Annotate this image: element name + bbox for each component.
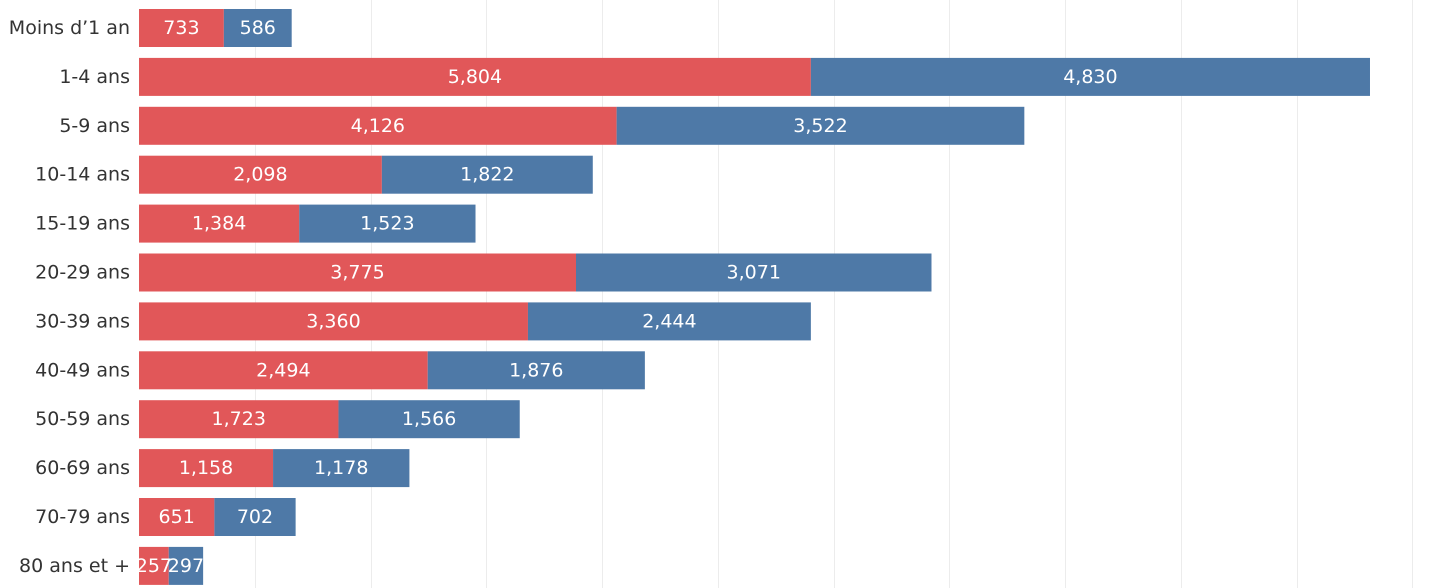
category-label: 50-59 ans <box>35 408 130 430</box>
data-label: 1,178 <box>314 457 368 479</box>
category-label: 40-49 ans <box>35 359 130 381</box>
bar-segment-series-1 <box>139 546 169 585</box>
category-label: 5-9 ans <box>59 115 130 137</box>
bar-segment-series-1 <box>139 155 382 194</box>
bar-segment-series-2 <box>527 302 811 341</box>
bar-layer <box>139 9 1370 585</box>
data-label: 2,444 <box>642 310 696 332</box>
data-label: 1,384 <box>192 213 246 235</box>
bar-segment-series-2 <box>381 155 593 194</box>
bar-segment-series-2 <box>273 449 410 488</box>
bar-segment-series-2 <box>427 351 645 390</box>
bar-segment-series-1 <box>139 204 300 243</box>
data-label: 1,822 <box>460 164 514 186</box>
data-label: 1,876 <box>509 359 563 381</box>
bar-segment-series-2 <box>299 204 476 243</box>
data-label: 2,494 <box>256 359 310 381</box>
data-label: 3,360 <box>306 310 360 332</box>
bar-segment-series-1 <box>139 449 274 488</box>
data-label: 3,522 <box>793 115 847 137</box>
data-label: 1,566 <box>402 408 456 430</box>
bar-segment-series-2 <box>575 253 932 292</box>
bar-segment-series-1 <box>139 498 215 536</box>
bar-segment-series-1 <box>139 302 528 341</box>
bar-segment-series-1 <box>139 351 428 390</box>
data-label: 3,775 <box>330 262 384 284</box>
grid-layer <box>255 0 1413 588</box>
data-label: 1,723 <box>212 408 266 430</box>
data-label: 4,126 <box>351 115 405 137</box>
bar-segment-series-2 <box>214 498 296 536</box>
data-label: 3,071 <box>727 262 781 284</box>
bar-segment-series-1 <box>139 400 339 439</box>
category-label: 30-39 ans <box>35 310 130 332</box>
category-label: 10-14 ans <box>35 164 130 186</box>
category-label: 1-4 ans <box>59 66 130 88</box>
data-label: 257 <box>136 555 172 577</box>
data-label: 297 <box>168 555 204 577</box>
bar-segment-series-1 <box>139 9 224 47</box>
data-label: 733 <box>163 17 199 39</box>
data-label: 586 <box>240 17 276 39</box>
data-label: 2,098 <box>233 164 287 186</box>
bar-segment-series-2 <box>810 57 1370 96</box>
category-label: 15-19 ans <box>35 213 130 235</box>
category-label: 60-69 ans <box>35 457 130 479</box>
data-label: 651 <box>159 506 195 528</box>
bar-segment-series-2 <box>616 106 1025 145</box>
data-label: 4,830 <box>1063 66 1117 88</box>
category-label: 20-29 ans <box>35 262 130 284</box>
category-label: Moins d’1 an <box>9 17 130 39</box>
data-label: 702 <box>237 506 273 528</box>
category-label: 80 ans et + <box>19 555 130 577</box>
bar-segment-series-1 <box>139 57 811 96</box>
category-label: 70-79 ans <box>35 506 130 528</box>
data-label: 1,158 <box>179 457 233 479</box>
bar-segment-series-2 <box>168 546 204 585</box>
bar-segment-series-1 <box>139 253 576 292</box>
data-label: 5,804 <box>448 66 502 88</box>
bar-segment-series-1 <box>139 106 617 145</box>
label-layer: Moins d’1 an 733 586 1-4 ans 5,804 4,830 5-9 a… <box>9 17 1118 577</box>
bar-segment-series-2 <box>223 9 292 47</box>
bar-segment-series-2 <box>338 400 520 439</box>
data-label: 1,523 <box>360 213 414 235</box>
